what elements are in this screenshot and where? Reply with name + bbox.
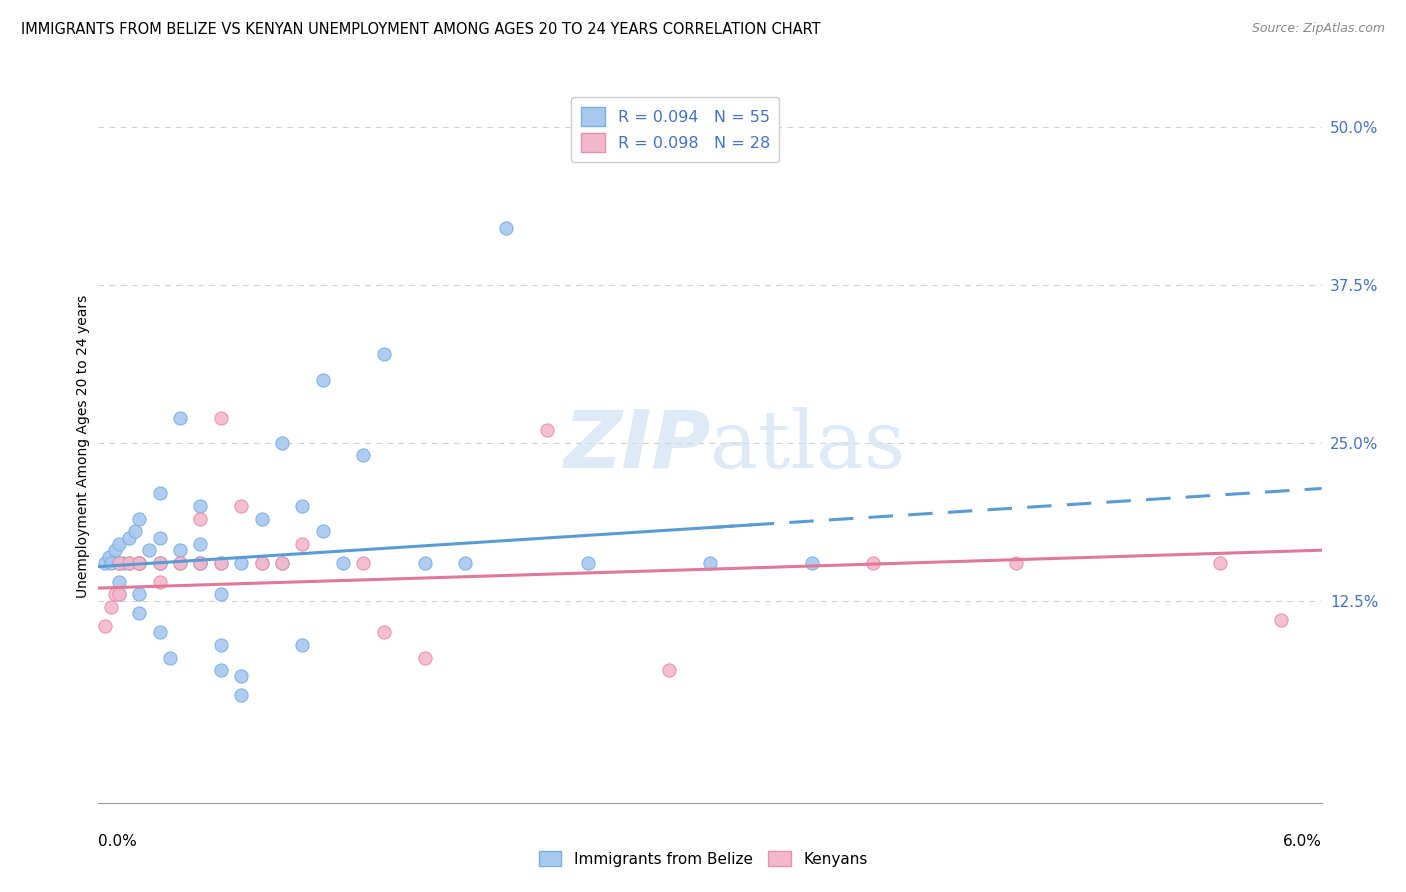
Point (209, 638, 232, 652)
Point (169, 556, 191, 570)
Point (413, 650, 436, 665)
Point (291, 499, 314, 513)
Point (536, 423, 558, 437)
Point (188, 537, 212, 551)
Point (209, 663, 232, 677)
Point (118, 556, 141, 570)
Point (495, 221, 517, 235)
Point (231, 556, 253, 570)
Text: 0.0%: 0.0% (98, 834, 138, 849)
Point (93, 619, 115, 633)
Point (111, 556, 134, 570)
Point (149, 531, 172, 545)
Point (149, 556, 172, 570)
Point (231, 499, 253, 513)
Point (124, 524, 146, 539)
Point (250, 556, 273, 570)
Point (128, 511, 150, 525)
Point (100, 556, 122, 570)
Point (108, 574, 131, 589)
Point (1208, 556, 1232, 570)
Point (311, 524, 335, 539)
Point (801, 556, 824, 570)
Point (291, 537, 314, 551)
Legend: R = 0.094   N = 55, R = 0.098   N = 28: R = 0.094 N = 55, R = 0.098 N = 28 (571, 97, 779, 161)
Point (128, 556, 150, 570)
Point (250, 556, 273, 570)
Text: atlas: atlas (710, 407, 905, 485)
Point (576, 556, 599, 570)
Point (188, 499, 212, 513)
Point (250, 511, 273, 525)
Point (149, 486, 172, 500)
Point (373, 347, 395, 361)
Point (104, 543, 127, 558)
Point (188, 511, 212, 525)
Point (104, 587, 127, 601)
Point (658, 663, 681, 677)
Point (93, 556, 115, 570)
Point (118, 556, 141, 570)
Point (108, 587, 131, 601)
Point (100, 600, 122, 615)
Point (231, 689, 253, 703)
Point (373, 625, 395, 640)
Point (352, 556, 374, 570)
Point (209, 410, 232, 425)
Point (413, 556, 436, 570)
Point (209, 587, 232, 601)
Point (332, 556, 354, 570)
Point (138, 543, 160, 558)
Point (270, 556, 292, 570)
Point (169, 543, 191, 558)
Point (108, 587, 131, 601)
Point (108, 556, 131, 570)
Point (97, 549, 120, 564)
Point (169, 410, 191, 425)
Point (149, 574, 172, 589)
Point (1270, 613, 1292, 627)
Point (118, 531, 141, 545)
Point (128, 587, 150, 601)
Point (270, 556, 292, 570)
Point (188, 556, 212, 570)
Point (169, 556, 191, 570)
Point (128, 607, 150, 621)
Point (128, 556, 150, 570)
Point (209, 556, 232, 570)
Point (270, 435, 292, 450)
Point (1004, 556, 1026, 570)
Point (108, 556, 131, 570)
Point (699, 556, 721, 570)
Point (149, 556, 172, 570)
Point (862, 556, 884, 570)
Point (454, 556, 477, 570)
Point (159, 650, 181, 665)
Point (108, 537, 131, 551)
Point (128, 556, 150, 570)
Point (231, 669, 253, 683)
Point (188, 556, 212, 570)
Point (352, 449, 374, 463)
Point (149, 625, 172, 640)
Text: Source: ZipAtlas.com: Source: ZipAtlas.com (1251, 22, 1385, 36)
Text: ZIP: ZIP (562, 407, 710, 485)
Text: IMMIGRANTS FROM BELIZE VS KENYAN UNEMPLOYMENT AMONG AGES 20 TO 24 YEARS CORRELAT: IMMIGRANTS FROM BELIZE VS KENYAN UNEMPLO… (21, 22, 821, 37)
Point (209, 556, 232, 570)
Legend: Immigrants from Belize, Kenyans: Immigrants from Belize, Kenyans (533, 845, 873, 872)
Point (128, 556, 150, 570)
Point (149, 556, 172, 570)
Point (311, 373, 335, 387)
Y-axis label: Unemployment Among Ages 20 to 24 years: Unemployment Among Ages 20 to 24 years (76, 294, 90, 598)
Point (291, 638, 314, 652)
Point (188, 556, 212, 570)
Text: 6.0%: 6.0% (1282, 834, 1322, 849)
